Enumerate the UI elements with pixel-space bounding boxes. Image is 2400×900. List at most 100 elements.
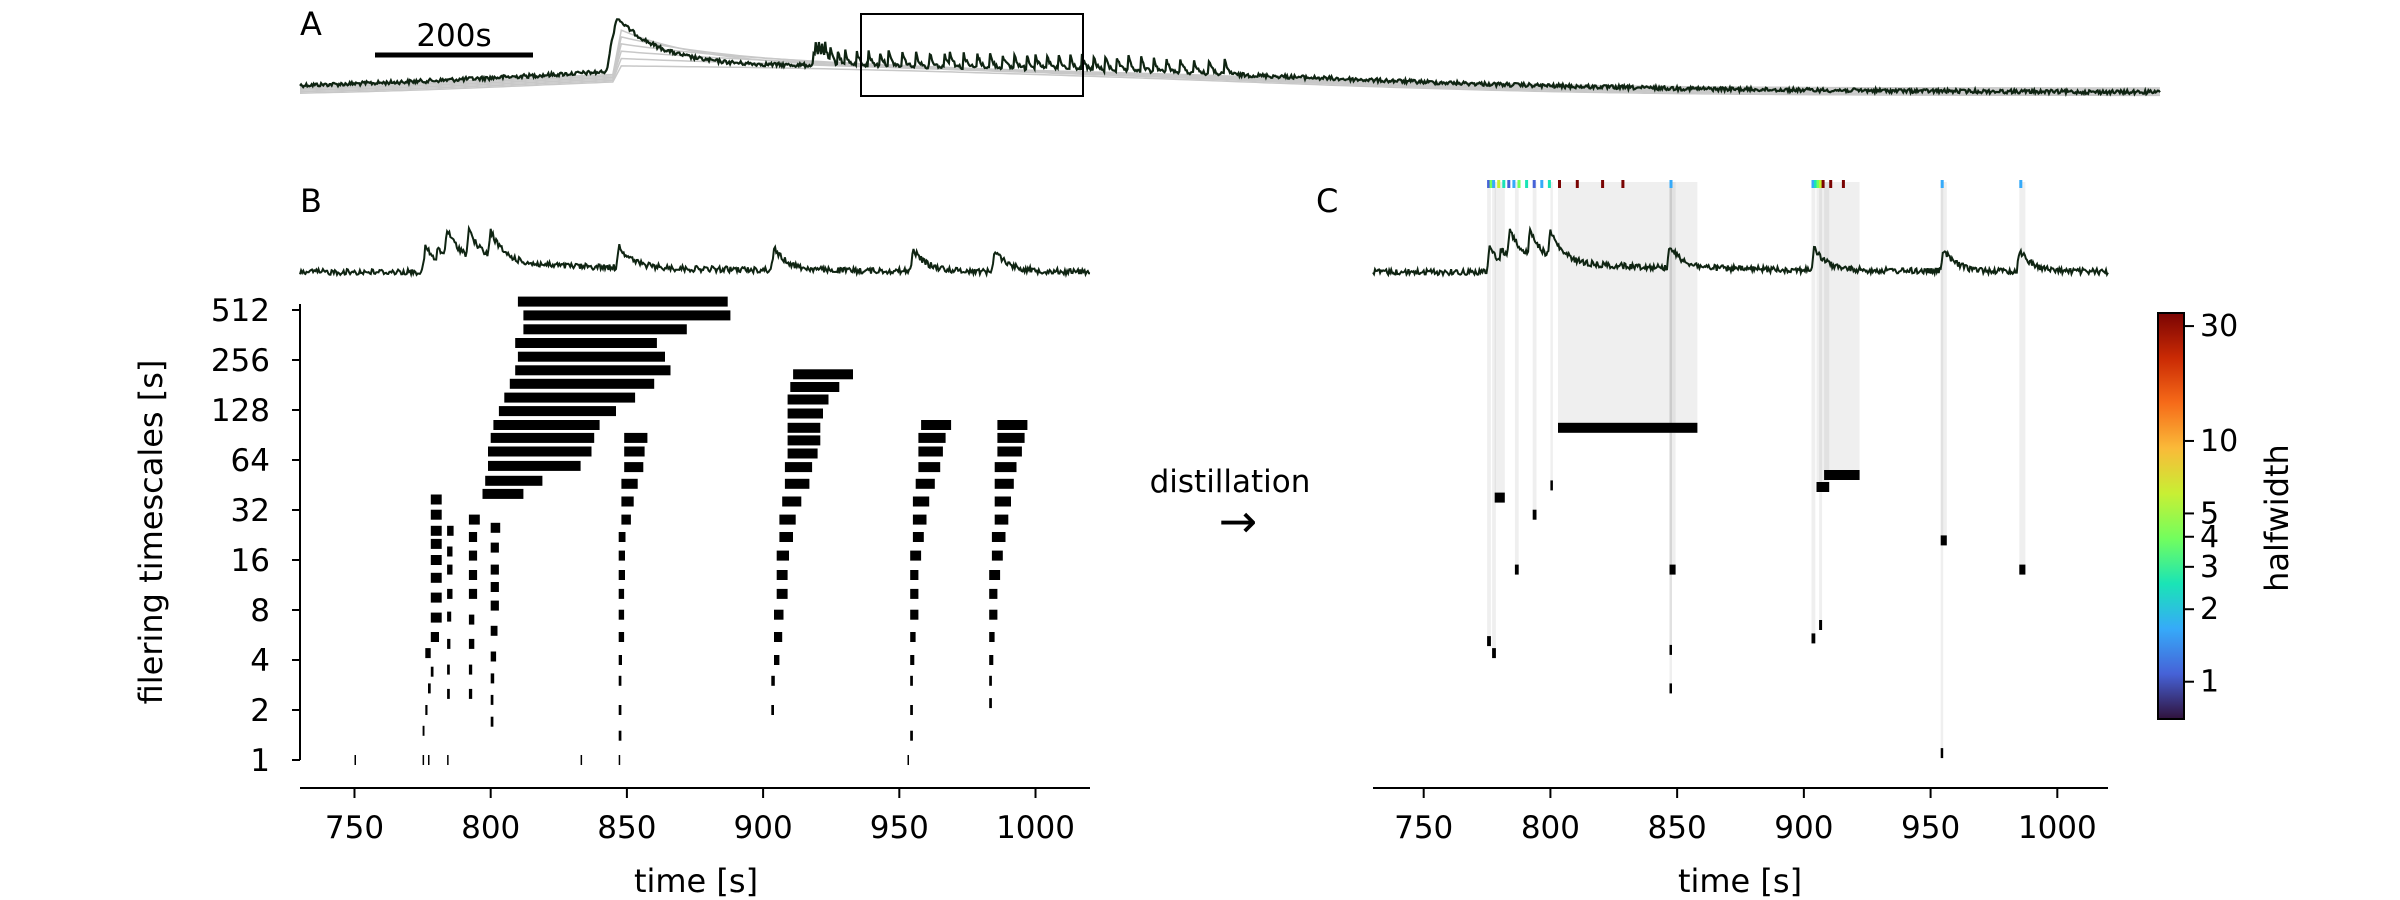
halfwidth-mark bbox=[1507, 180, 1511, 188]
timescale-bar bbox=[912, 514, 927, 525]
timescale-bar bbox=[618, 705, 622, 715]
timescale-bar bbox=[787, 422, 821, 433]
panel-b-x-label: time [s] bbox=[634, 862, 758, 900]
timescale-bar bbox=[447, 546, 453, 557]
timescale-bar bbox=[910, 730, 913, 741]
timescale-bar bbox=[776, 570, 788, 580]
timescale-bar bbox=[618, 570, 625, 580]
timescale-bar bbox=[430, 538, 442, 549]
panel-c-letter: C bbox=[1316, 182, 1338, 220]
halfwidth-mark bbox=[1558, 180, 1561, 188]
timescale-bar bbox=[425, 648, 431, 659]
x-tick-label: 800 bbox=[1521, 810, 1580, 846]
timescale-bar bbox=[994, 462, 1017, 473]
y-tick-label: 64 bbox=[231, 443, 270, 479]
timescale-bar bbox=[989, 675, 992, 686]
timescale-bar bbox=[580, 755, 583, 765]
timescale-bar bbox=[989, 632, 995, 642]
halfwidth-mark bbox=[1487, 180, 1491, 188]
timescale-bar bbox=[997, 446, 1022, 457]
timescale-bar bbox=[485, 475, 543, 486]
timescale-bar bbox=[618, 532, 626, 542]
timescale-bar bbox=[468, 638, 475, 649]
arrow-icon: → bbox=[1219, 494, 1258, 548]
timescale-bar bbox=[910, 588, 919, 599]
filtered-trace bbox=[299, 29, 2160, 89]
distilled-bar bbox=[1669, 564, 1676, 575]
panel-b-timescale-bars bbox=[354, 296, 1028, 765]
halfwidth-mark bbox=[1540, 180, 1544, 188]
timescale-bar bbox=[430, 666, 434, 677]
timescale-bar bbox=[428, 755, 430, 765]
timescale-bar bbox=[621, 478, 638, 489]
timescale-bar bbox=[618, 588, 625, 599]
timescale-bar bbox=[910, 550, 922, 561]
distilled-bar bbox=[1669, 683, 1672, 694]
timescale-bar bbox=[918, 462, 941, 473]
halfwidth-mark bbox=[1489, 180, 1493, 188]
timescale-bar bbox=[468, 614, 475, 625]
panel-a: A 200s bbox=[299, 5, 2161, 97]
timescale-bar bbox=[490, 651, 497, 662]
x-tick-label: 900 bbox=[734, 810, 793, 846]
timescale-bar bbox=[774, 632, 783, 642]
halfwidth-mark bbox=[1517, 180, 1521, 188]
colorbar-ticks: 1 2 345 10 30 bbox=[2184, 309, 2238, 700]
halfwidth-mark bbox=[1814, 180, 1817, 188]
colorbar-gradient bbox=[2157, 312, 2185, 720]
timescale-shading bbox=[1811, 182, 1816, 639]
timescale-bar bbox=[509, 378, 655, 389]
timescale-bar bbox=[793, 369, 853, 380]
timescale-shading bbox=[1492, 182, 1496, 654]
timescale-bar bbox=[989, 570, 1001, 580]
halfwidth-mark bbox=[1841, 180, 1845, 188]
x-tick-label: 850 bbox=[597, 810, 656, 846]
timescale-bar bbox=[447, 755, 449, 765]
timescale-bar bbox=[776, 550, 789, 561]
timescale-bar bbox=[515, 338, 657, 348]
colorbar: 1 2 345 10 30 halfwidth bbox=[2157, 309, 2296, 720]
timescale-bar bbox=[430, 572, 442, 583]
timescale-bar bbox=[787, 448, 818, 459]
timescale-bar bbox=[490, 522, 501, 533]
timescale-bar bbox=[468, 588, 478, 599]
distilled-bar bbox=[1492, 648, 1496, 659]
timescale-bar bbox=[991, 532, 1006, 542]
panel-b-y-ticks: 1 2 4 8 16 32 64 128 256 512 bbox=[211, 293, 300, 779]
timescale-bar bbox=[787, 394, 829, 405]
timescale-bar bbox=[498, 406, 616, 417]
timescale-bar bbox=[910, 705, 913, 715]
timescale-bar bbox=[991, 550, 1003, 561]
halfwidth-mark bbox=[1525, 180, 1529, 188]
distilled-bar bbox=[2019, 564, 2026, 575]
halfwidth-mark bbox=[1532, 180, 1536, 188]
timescale-bar bbox=[490, 432, 595, 443]
timescale-bar bbox=[490, 716, 494, 727]
halfwidth-mark bbox=[2019, 180, 2023, 188]
timescale-bar bbox=[430, 509, 442, 520]
halfwidth-mark bbox=[1547, 180, 1551, 188]
timescale-bar bbox=[468, 550, 478, 561]
distilled-bar bbox=[1811, 633, 1816, 644]
distilled-bar bbox=[1550, 480, 1553, 491]
timescale-bar bbox=[482, 488, 524, 499]
timescale-bar bbox=[515, 365, 671, 376]
halfwidth-mark bbox=[1940, 180, 1944, 188]
timescale-shading bbox=[1819, 182, 1823, 625]
timescale-shading bbox=[2019, 182, 2026, 570]
timescale-bar bbox=[918, 446, 943, 457]
timescale-bar bbox=[782, 496, 802, 507]
timescale-shading bbox=[1494, 182, 1505, 498]
timescale-shading bbox=[1532, 182, 1537, 515]
x-tick-label: 800 bbox=[461, 810, 520, 846]
panel-c-x-label: time [s] bbox=[1678, 862, 1802, 900]
distilled-bar bbox=[1819, 620, 1823, 630]
filtered-trace bbox=[299, 35, 2160, 91]
timescale-bar bbox=[490, 625, 498, 636]
colorbar-label: halfwidth bbox=[2258, 444, 2296, 592]
timescale-bar bbox=[771, 675, 775, 686]
colorbar-tick-label: 10 bbox=[2200, 424, 2238, 459]
timescale-bar bbox=[779, 514, 796, 525]
distilled-bar bbox=[1824, 470, 1860, 480]
